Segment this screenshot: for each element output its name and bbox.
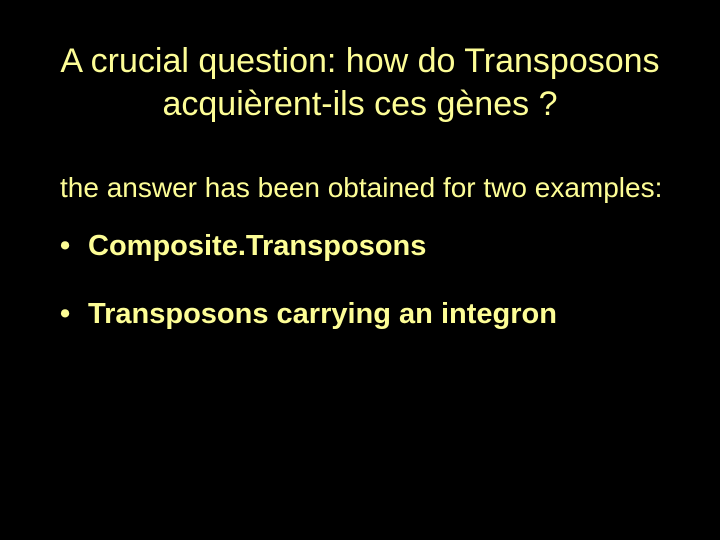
- list-item: Composite.Transposons: [60, 228, 675, 266]
- slide-subtitle: the answer has been obtained for two exa…: [60, 170, 675, 206]
- bullet-list: Composite.Transposons Transposons carryi…: [60, 228, 675, 333]
- slide: A crucial question: how do Transposons a…: [0, 0, 720, 540]
- slide-title: A crucial question: how do Transposons a…: [45, 40, 675, 125]
- list-item: Transposons carrying an integron: [60, 296, 675, 334]
